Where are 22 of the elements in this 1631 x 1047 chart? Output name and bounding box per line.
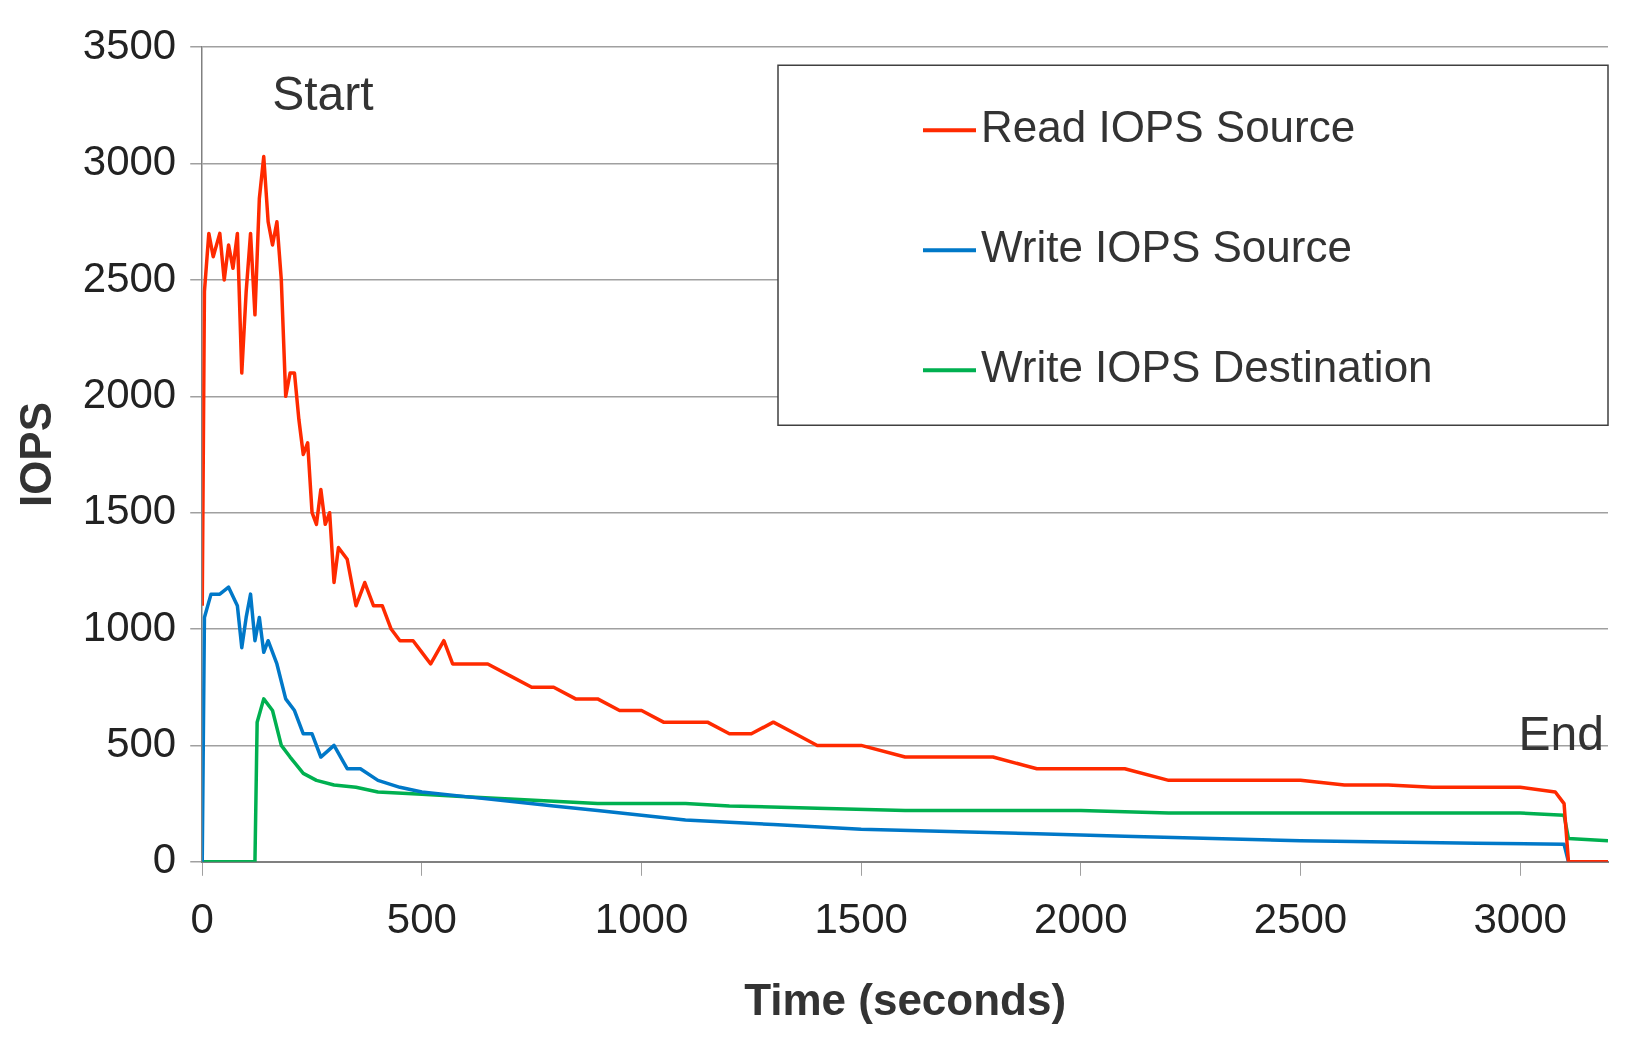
y-tick-label: 1500 — [82, 486, 177, 534]
y-tick-label: 500 — [106, 719, 177, 767]
y-tick-label: 2000 — [82, 369, 177, 417]
x-tick-label: 3000 — [1473, 894, 1567, 942]
x-tick-label: 0 — [190, 894, 214, 942]
y-tick-label: 1000 — [82, 602, 177, 650]
x-tick-label: 1500 — [814, 894, 908, 942]
x-axis-title: Time (seconds) — [744, 974, 1067, 1024]
legend-label: Write IOPS Source — [981, 222, 1352, 272]
x-tick-label: 500 — [386, 894, 457, 942]
annotation: End — [1518, 707, 1604, 761]
y-tick-label: 2500 — [82, 253, 177, 301]
legend-label: Read IOPS Source — [981, 102, 1356, 152]
y-axis-title: IOPS — [10, 401, 60, 508]
y-tick-label: 3000 — [82, 137, 177, 185]
annotation: Start — [272, 67, 374, 121]
x-tick-label: 1000 — [594, 894, 689, 942]
y-tick-label: 3500 — [82, 20, 177, 68]
x-tick-label: 2000 — [1034, 894, 1128, 942]
y-tick-label: 0 — [152, 835, 177, 883]
legend-label: Write IOPS Destination — [981, 342, 1433, 392]
x-tick-label: 2500 — [1253, 894, 1348, 942]
